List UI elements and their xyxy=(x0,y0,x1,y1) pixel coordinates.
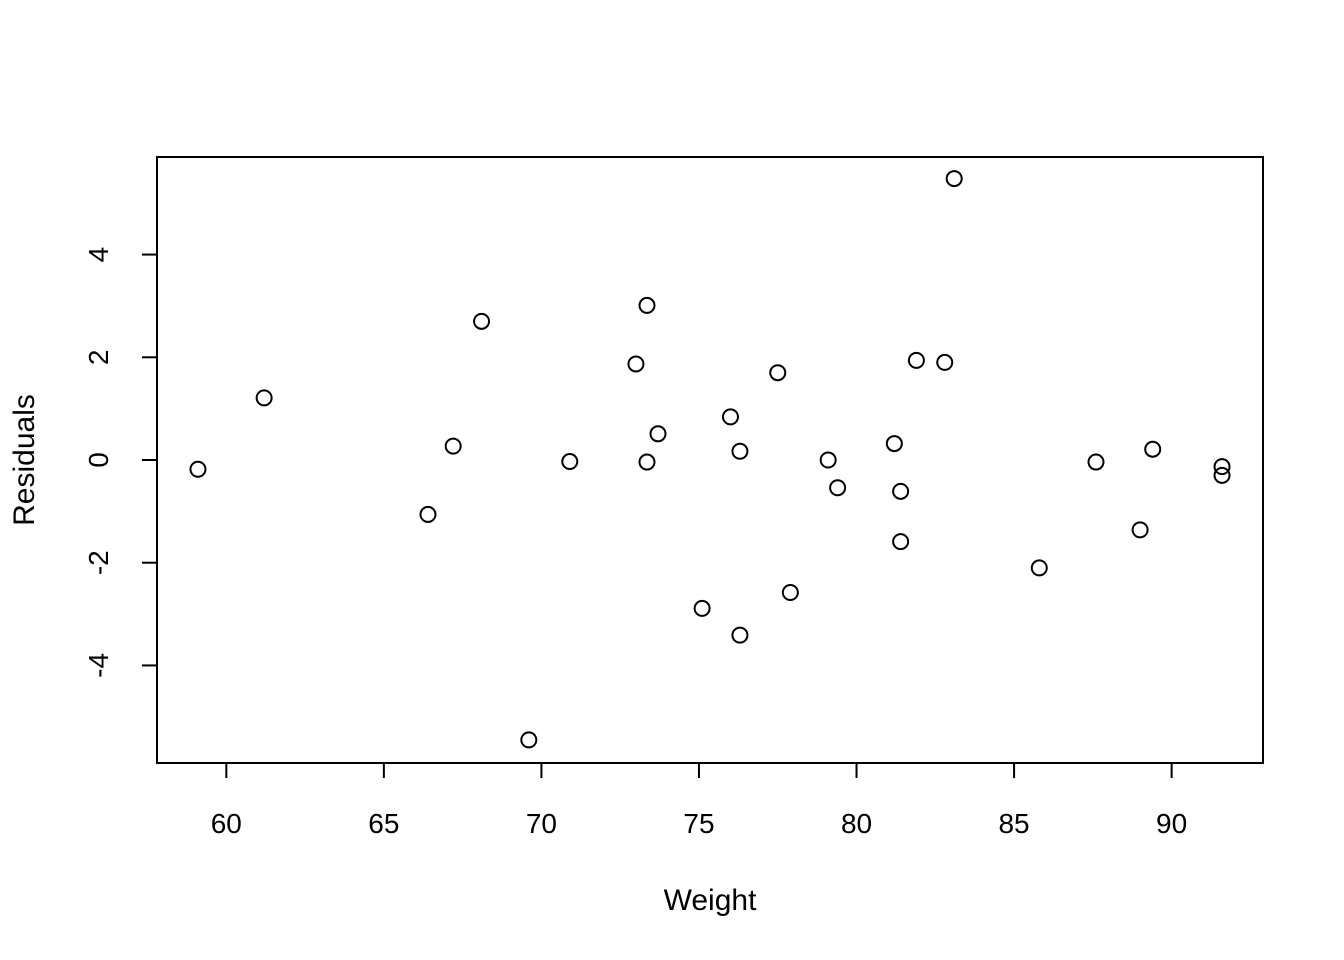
data-point xyxy=(638,453,656,471)
data-point xyxy=(731,442,749,460)
x-tick-label: 85 xyxy=(998,808,1029,839)
y-tick-label: 4 xyxy=(83,247,114,263)
data-point xyxy=(936,353,954,371)
y-tick-label: -2 xyxy=(83,550,114,575)
data-point xyxy=(444,437,462,455)
data-point xyxy=(892,482,910,500)
x-axis: 60 65 70 75 80 85 90 xyxy=(211,762,1187,839)
x-axis-title: Weight xyxy=(664,884,757,917)
data-point xyxy=(1144,440,1162,458)
y-axis: -4 -2 0 2 4 xyxy=(83,247,158,678)
data-point xyxy=(1087,453,1105,471)
data-point xyxy=(907,351,925,369)
data-point xyxy=(1131,521,1149,539)
data-point xyxy=(1030,559,1048,577)
data-points xyxy=(189,170,1231,749)
data-point xyxy=(721,408,739,426)
data-point xyxy=(419,505,437,523)
x-tick-label: 65 xyxy=(368,808,399,839)
data-point xyxy=(829,479,847,497)
data-point xyxy=(520,731,538,749)
data-point xyxy=(693,599,711,617)
y-tick-label: 2 xyxy=(83,349,114,365)
data-point xyxy=(1213,458,1231,476)
x-tick-label: 80 xyxy=(841,808,872,839)
data-point xyxy=(638,296,656,314)
data-point xyxy=(731,626,749,644)
data-point xyxy=(627,355,645,373)
y-axis-title: Residuals xyxy=(8,394,41,526)
data-point xyxy=(769,364,787,382)
plot-frame xyxy=(156,156,1264,764)
data-point xyxy=(255,389,273,407)
data-point xyxy=(473,312,491,330)
data-point xyxy=(892,533,910,551)
data-point xyxy=(819,451,837,469)
data-point xyxy=(189,460,207,478)
y-tick-label: -4 xyxy=(83,653,114,678)
data-point xyxy=(781,583,799,601)
x-tick-label: 70 xyxy=(526,808,557,839)
data-point xyxy=(1213,466,1231,484)
x-tick-label: 75 xyxy=(683,808,714,839)
data-point xyxy=(945,170,963,188)
x-tick-label: 90 xyxy=(1156,808,1187,839)
data-point xyxy=(561,453,579,471)
y-tick-label: 0 xyxy=(83,452,114,468)
data-point xyxy=(885,435,903,453)
x-tick-label: 60 xyxy=(211,808,242,839)
data-point xyxy=(649,425,667,443)
